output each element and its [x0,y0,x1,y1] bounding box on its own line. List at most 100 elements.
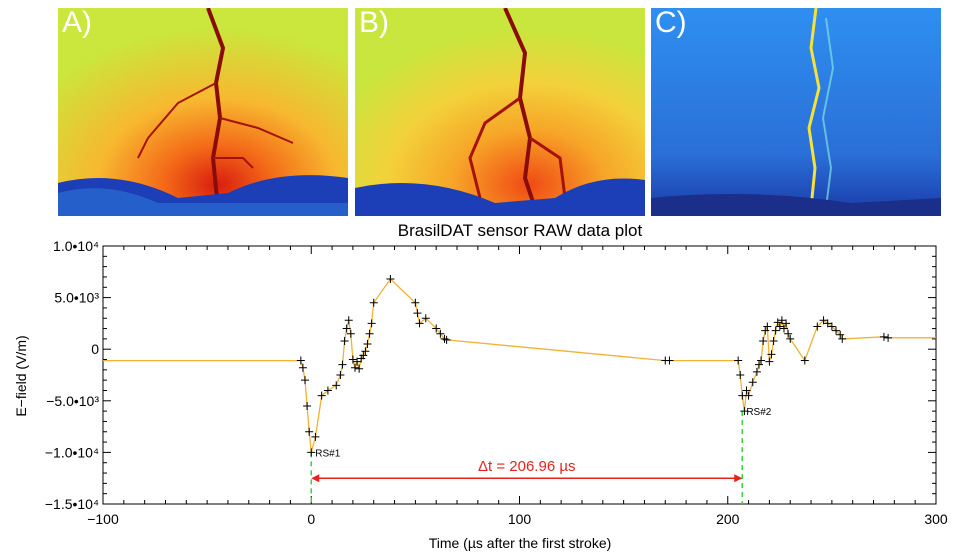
data-point-marker [386,275,395,284]
panel-b-image: B) [355,8,645,216]
data-point-marker [411,298,420,307]
data-point-marker [432,324,441,333]
data-point-marker [813,322,822,331]
data-point-marker [348,355,357,364]
data-point-marker [440,334,449,343]
y-tick-label: −1.5•10⁴ [45,496,99,512]
annotations: Δt = 206.96 µs RS#1 RS#2 [310,407,772,504]
data-point-marker [355,364,364,373]
data-point-marker [367,319,376,328]
data-point-marker [442,335,451,344]
y-tick-label: 5.0•10³ [54,290,99,306]
data-point-marker [832,326,841,335]
data-point-marker [353,357,362,366]
data-point-marker [301,376,310,385]
x-tick-label: 200 [716,511,740,527]
data-point-marker [296,356,305,365]
data-point-marker [800,356,809,365]
data-series [103,275,936,457]
data-point-marker [340,336,349,345]
data-point-marker [763,322,772,331]
data-point-marker [823,319,832,328]
data-point-marker [752,367,761,376]
chart-title: BrasilDAT sensor RAW data plot [398,221,643,240]
data-point-marker [332,381,341,390]
data-point-marker [779,324,788,333]
lightning-image-a [58,8,348,216]
data-point-marker [303,401,312,410]
x-tick-label: 300 [924,511,948,527]
data-point-marker [361,347,370,356]
data-point-marker [769,336,778,345]
data-point-marker [365,329,374,338]
data-point-marker [307,448,316,457]
y-tick-label: 0 [91,341,99,357]
axis-ticks: −100 0 100 200 300 1.0•10⁴ 5.0•10³ 0 −5.0•10³ −1.… [45,238,948,527]
data-point-marker [342,324,351,333]
data-point-marker [782,319,791,328]
lightning-image-b [355,8,645,216]
panel-label-b: B) [359,8,389,39]
data-point-marker [350,363,359,372]
data-point-marker [359,351,368,360]
interval-arrow-head-left [311,474,320,483]
data-point-marker [740,407,749,416]
y-tick-label: 1.0•10⁴ [53,238,99,254]
interval-label: Δt = 206.96 µs [478,458,575,475]
data-point-marker [784,329,793,338]
data-point-marker [311,432,320,441]
data-point-marker [298,363,307,372]
panel-a-image: A) [58,8,348,216]
y-axis-label: E−field (V/m) [13,335,29,416]
stroke-annotation: RS#1 [315,448,340,459]
y-tick-label: −1.0•10⁴ [45,444,99,460]
panel-label-a: A) [62,8,92,39]
data-point-marker [838,334,847,343]
data-point-marker [336,371,345,379]
data-point-marker [786,334,795,343]
data-point-marker [346,329,355,338]
data-point-marker [879,332,888,341]
data-point-marker [421,314,430,323]
data-point-marker [777,316,786,325]
data-point-marker [734,356,743,365]
data-point-marker [338,360,347,369]
x-tick-label: 100 [508,511,532,527]
data-point-marker [369,298,378,307]
data-point-marker [827,322,836,331]
data-point-marker [754,360,763,369]
x-tick-label: −100 [87,511,119,527]
y-tick-label: −5.0•10³ [46,393,99,409]
data-point-marker [665,356,674,365]
data-point-marker [742,386,751,395]
data-point-marker [773,318,782,327]
data-point-marker [363,340,372,349]
data-point-marker [317,391,326,400]
data-point-marker [323,386,332,395]
stroke-annotation: RS#2 [746,407,771,418]
panel-c-image: C) [651,8,941,216]
data-point-marker [305,427,314,436]
data-point-marker [771,326,780,335]
data-point-marker [759,336,768,345]
data-point-marker [775,322,784,331]
data-point-marker [413,309,422,318]
data-point-marker [415,319,424,328]
data-point-marker [767,350,776,359]
e-field-series-line [103,278,936,453]
data-point-marker [436,329,445,338]
interval-arrow-head-right [734,474,743,483]
data-point-marker [736,371,745,379]
data-point-marker [344,316,353,325]
lightning-image-c [651,8,941,216]
data-point-marker [744,391,753,400]
data-point-marker [884,333,893,342]
data-point-marker [836,330,845,339]
x-tick-label: 0 [307,511,315,527]
data-point-marker [761,326,770,335]
data-point-marker [748,378,757,387]
data-point-marker [819,316,828,325]
data-point-marker [757,356,766,365]
panel-label-c: C) [655,8,687,39]
